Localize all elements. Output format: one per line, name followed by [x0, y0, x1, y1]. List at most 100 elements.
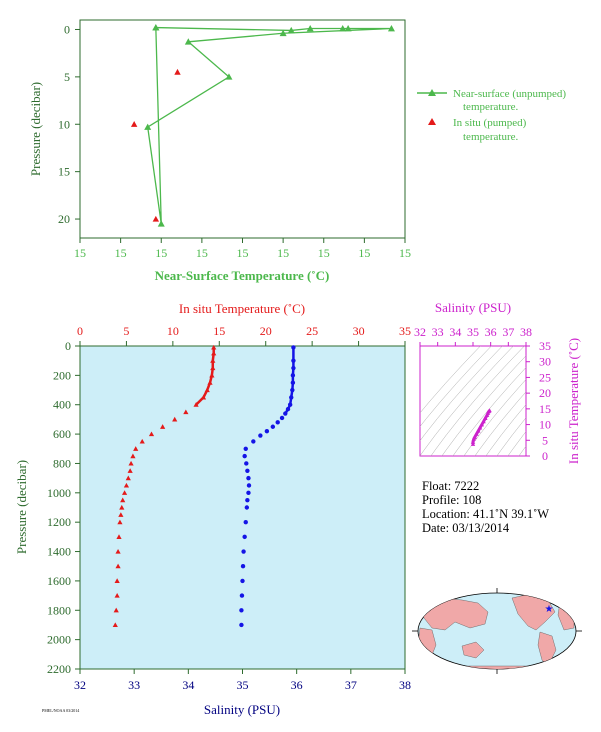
- t-s-salinity-tick-label: 32: [414, 325, 426, 339]
- pressure-tick-label: 1400: [47, 545, 71, 559]
- near-surface-x-tick-label: 15: [115, 246, 127, 260]
- pumped-temperature-point: [152, 215, 160, 222]
- salinity-point: [245, 497, 250, 503]
- location-map: ★: [412, 588, 582, 674]
- near-surface-panel: 15 15 15 15 15 15 15 15 15 0 5 10 15 20 Near-Surface…: [28, 19, 566, 283]
- salinity-point: [242, 534, 247, 540]
- salinity-point: [279, 415, 285, 421]
- temperature-point: [114, 578, 120, 583]
- t-s-salinity-tick-label: 33: [432, 325, 444, 339]
- salinity-point: [239, 608, 244, 613]
- salinity-point: [241, 549, 246, 554]
- t-s-temperature-tick-label: 15: [539, 402, 551, 416]
- temperature-point: [116, 534, 122, 539]
- pressure-tick-label: 2000: [47, 633, 71, 647]
- t-s-temperature-axis-label: In situ Temperature (˚C): [566, 338, 581, 464]
- temperature-tick-label: 35: [399, 324, 411, 338]
- salinity-tick-label: 36: [291, 678, 303, 692]
- density-contour: [441, 355, 526, 456]
- t-s-point: [470, 439, 476, 444]
- temperature-point: [114, 592, 120, 598]
- t-s-point: [483, 416, 488, 421]
- density-contour: [485, 404, 526, 456]
- density-contour: [420, 346, 492, 427]
- salinity-point: [239, 593, 245, 598]
- near-surface-legend: Near-surface (unpumped) temperature. In …: [417, 88, 566, 143]
- unpumped-temperature-line: [147, 26, 392, 224]
- near-surface-x-tick-label: 15: [155, 246, 167, 260]
- unpumped-temperature-point: [279, 29, 287, 37]
- t-s-point: [470, 441, 476, 446]
- temperature-tick-label: 20: [260, 324, 272, 338]
- salinity-point: [240, 578, 245, 584]
- temperature-point: [211, 344, 217, 350]
- pressure-tick-label: 800: [53, 456, 71, 470]
- unpumped-temperature-point: [339, 25, 347, 32]
- temperature-point: [125, 475, 131, 481]
- near-surface-y-tick-label: 20: [58, 212, 70, 226]
- legend-unpumped-marker: [428, 89, 436, 96]
- near-surface-y-tick-label: 5: [64, 70, 70, 84]
- salinity-tick-label: 38: [399, 678, 411, 692]
- t-s-temperature-tick-label: 30: [539, 355, 551, 369]
- pumped-temperature-point: [174, 68, 181, 75]
- temperature-tick-label: 10: [167, 324, 179, 338]
- density-contour: [420, 346, 481, 414]
- salinity-point: [275, 420, 280, 425]
- near-surface-y-axis-label: Pressure (decibar): [28, 82, 43, 176]
- pressure-tick-label: 600: [53, 427, 71, 441]
- temperature-point: [119, 504, 125, 510]
- near-surface-x-tick-label: 15: [358, 246, 370, 260]
- near-surface-x-tick-label: 15: [237, 246, 249, 260]
- salinity-tick-label: 32: [74, 678, 86, 692]
- t-s-point: [481, 419, 486, 424]
- density-contour: [496, 417, 526, 456]
- near-surface-y-tick-label: 15: [58, 165, 70, 179]
- near-surface-y-tick-label: 0: [64, 22, 70, 36]
- salinity-tick-label: 34: [182, 678, 194, 692]
- profile-date: Date: 03/13/2014: [422, 521, 510, 535]
- near-surface-x-tick-label: 15: [399, 246, 411, 260]
- t-s-temperature-tick-label: 20: [539, 386, 551, 400]
- salinity-axis-label: Salinity (PSU): [204, 702, 280, 717]
- salinity-point: [243, 519, 248, 525]
- temperature-point: [115, 563, 121, 569]
- salinity-point: [258, 433, 263, 438]
- salinity-point: [246, 475, 251, 481]
- temperature-point: [115, 548, 121, 554]
- temperature-point: [121, 490, 128, 495]
- temperature-tick-label: 25: [306, 324, 318, 338]
- salinity-point: [240, 564, 246, 569]
- pressure-tick-label: 2200: [47, 662, 71, 676]
- temperature-point: [128, 460, 134, 466]
- pressure-tick-label: 400: [53, 398, 71, 412]
- unpumped-temperature-point: [287, 26, 295, 34]
- temperature-point: [160, 424, 166, 429]
- salinity-point: [242, 453, 247, 459]
- legend-pumped-label-line1: In situ (pumped): [453, 117, 527, 129]
- unpumped-temperature-point: [144, 123, 152, 130]
- map-ticks: [412, 588, 582, 674]
- t-s-point: [479, 422, 485, 427]
- t-s-salinity-tick-label: 37: [502, 325, 514, 339]
- density-contour: [518, 445, 526, 456]
- unpumped-temperature-point: [184, 38, 192, 45]
- salinity-point: [239, 622, 244, 628]
- float-location: Location: 41.1˚N 39.1˚W: [422, 507, 549, 521]
- temperature-point: [127, 468, 133, 473]
- salinity-tick-label: 37: [345, 678, 357, 692]
- unpumped-temperature-point: [152, 24, 160, 31]
- t-s-salinity-tick-label: 36: [485, 325, 497, 339]
- pressure-tick-label: 1200: [47, 515, 71, 529]
- salinity-point: [244, 505, 250, 510]
- salinity-point: [246, 483, 252, 488]
- temperature-tick-label: 0: [77, 324, 83, 338]
- salinity-tick-label: 35: [237, 678, 249, 692]
- t-s-temperature-tick-label: 25: [539, 370, 551, 384]
- t-s-point: [472, 434, 477, 439]
- temperature-point: [148, 431, 155, 437]
- t-s-salinity-axis-label: Salinity (PSU): [435, 300, 511, 315]
- density-contour: [420, 346, 514, 456]
